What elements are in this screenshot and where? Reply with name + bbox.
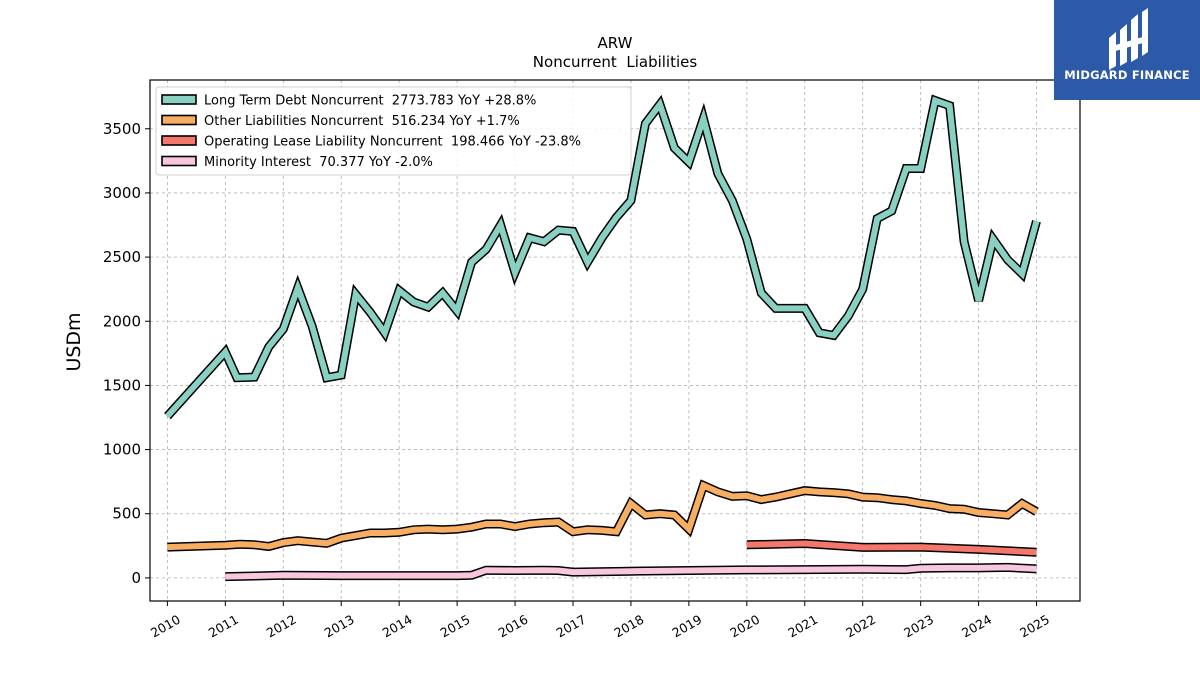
y-tick-label: 3000	[103, 184, 141, 202]
series-group	[164, 94, 1041, 582]
y-tick-label: 0	[131, 569, 141, 587]
legend-swatch	[161, 94, 197, 105]
y-tick-label: 2500	[103, 248, 141, 266]
x-tick-label: 2014	[380, 612, 415, 641]
legend-swatch	[161, 114, 197, 126]
y-tick-label: 1500	[103, 376, 141, 394]
logo-mark-icon	[1054, 0, 1200, 100]
x-tick-label: 2020	[727, 612, 762, 641]
series-line	[225, 564, 1037, 580]
chart-subtitle: Noncurrent Liabilities	[533, 53, 698, 71]
plot-frame	[149, 79, 1081, 602]
series-line	[746, 540, 1037, 556]
x-tick-label: 2023	[901, 612, 936, 641]
x-tick-label: 2010	[148, 612, 183, 641]
legend-label: Minority Interest 70.377 YoY -2.0%	[204, 155, 433, 170]
x-tick-label: 2015	[438, 612, 473, 641]
series-other-liabilities-noncurrent	[167, 479, 1039, 552]
chart-title: ARW	[598, 34, 633, 52]
y-tick-label: 1000	[103, 441, 141, 459]
legend: Long Term Debt Noncurrent 2773.783 YoY +…	[155, 86, 632, 176]
legend-swatch	[161, 135, 197, 146]
y-tick-label: 2000	[103, 312, 141, 330]
x-tick-label: 2025	[1017, 612, 1052, 641]
y-axis-label: USDm	[63, 312, 85, 371]
logo-text: MIDGARD FINANCE	[1064, 68, 1190, 82]
x-tick-label: 2021	[785, 612, 820, 641]
series-line	[165, 96, 1040, 419]
x-tick-label: 2011	[206, 612, 241, 641]
legend-swatch	[161, 155, 197, 167]
x-tick-label: 2018	[611, 612, 646, 641]
brand-logo: MIDGARD FINANCE	[1054, 0, 1200, 100]
x-tick-label: 2024	[959, 612, 994, 641]
series-operating-lease-liability-noncurrent	[746, 538, 1037, 557]
x-tick-label: 2016	[495, 612, 530, 641]
x-tick-label: 2013	[322, 612, 357, 641]
x-tick-label: 2012	[264, 612, 299, 641]
x-tick-label: 2022	[843, 612, 878, 641]
legend-box	[155, 86, 632, 176]
series-long-term-debt-noncurrent	[164, 94, 1041, 420]
y-tick-label: 500	[112, 505, 141, 523]
legend-label: Other Liabilities Noncurrent 516.234 YoY…	[204, 114, 520, 129]
x-tick-label: 2019	[669, 612, 704, 641]
legend-label: Operating Lease Liability Noncurrent 198…	[204, 135, 581, 150]
y-tick-label: 3500	[103, 120, 141, 138]
x-tick-label: 2017	[553, 612, 588, 641]
legend-label: Long Term Debt Noncurrent 2773.783 YoY +…	[204, 94, 536, 109]
series-line	[167, 481, 1038, 551]
series-minority-interest	[225, 562, 1037, 582]
